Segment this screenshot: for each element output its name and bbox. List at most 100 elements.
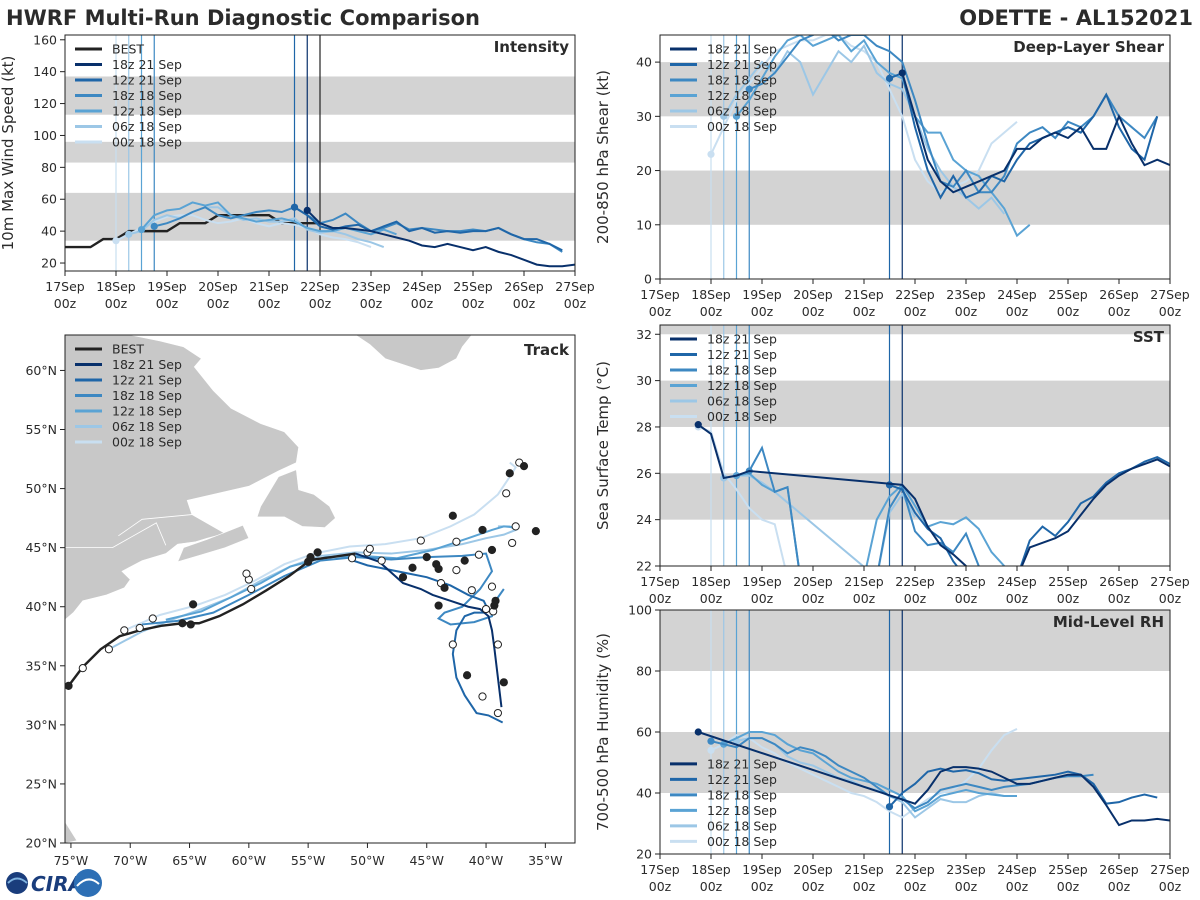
sst-band — [660, 325, 1170, 335]
track-position-marker — [434, 564, 443, 574]
shear-xtick-label-hour: 00z — [904, 304, 927, 319]
logo-emblem-icon — [74, 869, 102, 897]
track-position-marker — [487, 545, 497, 555]
track-lat-label: 55°N — [25, 422, 57, 437]
intensity-xtick-label-date: 22Sep — [300, 279, 340, 294]
rh-xtick-label-hour: 00z — [853, 879, 876, 894]
logo-globe-icon — [6, 872, 28, 894]
shear-series-line — [735, 35, 1031, 238]
rh-series-start-dot — [694, 728, 702, 736]
shear-xtick-label-hour: 00z — [853, 304, 876, 319]
track-position-marker — [448, 511, 457, 520]
track-lat-label: 45°N — [25, 540, 57, 555]
track-position-marker — [478, 692, 487, 701]
track-position-marker — [474, 550, 484, 559]
rh-xtick-label-hour: 00z — [955, 879, 978, 894]
north-america-land — [65, 335, 299, 621]
intensity-ytick-label: 100 — [33, 128, 57, 143]
shear-ytick-label: 20 — [636, 163, 652, 178]
shear-ytick-label: 10 — [636, 217, 652, 232]
track-position-marker — [65, 681, 73, 690]
intensity-legend-label: 12z 21 Sep — [112, 73, 182, 88]
logo-wave-icon — [76, 878, 100, 887]
shear-xtick-label-hour: 00z — [1006, 304, 1029, 319]
track-lon-label: 70°W — [113, 853, 148, 868]
track-legend-label: 18z 18 Sep — [112, 388, 182, 403]
track-lat-label: 50°N — [25, 481, 57, 496]
shear-series-start-dot — [732, 112, 741, 120]
shear-series-line — [710, 35, 1018, 194]
track-position-marker — [306, 553, 315, 562]
rh-xtick-label-date: 25Sep — [1048, 862, 1088, 877]
rh-xtick-label-hour: 00z — [1006, 879, 1029, 894]
intensity-ytick-label: 160 — [33, 32, 57, 47]
track-lon-label: 75°W — [54, 853, 89, 868]
sst-xtick-label-hour: 00z — [955, 591, 978, 606]
intensity-xtick-label-date: 25Sep — [453, 279, 493, 294]
track-legend-label: 00z 18 Sep — [112, 435, 182, 450]
track-lat-label: 25°N — [25, 776, 57, 791]
sst-series-line — [697, 423, 1170, 566]
shear-ytick-label: 40 — [636, 55, 652, 70]
rh-xtick-label-date: 24Sep — [997, 862, 1037, 877]
intensity-ytick-label: 120 — [33, 96, 57, 111]
rh-legend-label: 12z 21 Sep — [707, 772, 777, 787]
sst-legend-label: 00z 18 Sep — [707, 409, 777, 424]
intensity-panel: 20 40 60 80 100 120 140 160 17Sep 00z 18Sep 00z 19Se… — [0, 32, 595, 311]
sst-xtick-label-date: 27Sep — [1150, 574, 1190, 589]
figure-title-right: ODETTE - AL152021 — [959, 6, 1193, 30]
track-position-marker — [519, 462, 529, 471]
track-position-marker — [313, 548, 322, 557]
sst-ylabel: Sea Surface Temp (°C) — [594, 361, 612, 530]
rh-xtick-label-date: 21Sep — [844, 862, 884, 877]
sst-xtick-label-hour: 00z — [1159, 591, 1182, 606]
intensity-legend-label: 18z 21 Sep — [112, 57, 182, 72]
track-legend-label: 06z 18 Sep — [112, 419, 182, 434]
shear-xtick-label-date: 24Sep — [997, 287, 1037, 302]
intensity-xtick-label-hour: 00z — [156, 296, 179, 311]
shear-series-line — [748, 35, 1159, 194]
shear-xtick-label-hour: 00z — [751, 304, 774, 319]
intensity-legend-label: 06z 18 Sep — [112, 119, 182, 134]
shear-series-start-dot — [707, 150, 715, 158]
rh-legend-label: 18z 18 Sep — [707, 787, 777, 802]
rh-series-line — [888, 767, 1158, 808]
rh-title: Mid-Level RH — [1053, 613, 1164, 631]
sst-series-group — [694, 421, 1170, 566]
intensity-xtick-label-date: 17Sep — [45, 279, 85, 294]
shear-xtick-label-hour: 00z — [1159, 304, 1182, 319]
track-panel: 75°W 70°W 65°W 60°W 55°W 50°W 45°W 40°W 35°W 20°N… — [25, 334, 576, 868]
track-position-marker — [452, 537, 461, 546]
rh-ytick-label: 20 — [636, 847, 652, 862]
shear-xtick-label-hour: 00z — [649, 304, 672, 319]
track-position-marker — [460, 556, 469, 565]
shear-xtick-label-hour: 00z — [700, 304, 723, 319]
shear-ytick-label: 0 — [644, 272, 652, 287]
intensity-xtick-label-date: 27Sep — [555, 279, 595, 294]
track-position-marker — [493, 708, 503, 718]
shear-xtick-label-date: 21Sep — [844, 287, 884, 302]
track-position-marker — [416, 536, 425, 545]
sst-ytick-label: 26 — [636, 466, 652, 481]
track-position-marker — [491, 596, 500, 605]
rh-ytick-label: 40 — [636, 786, 652, 801]
intensity-ytick-label: 40 — [41, 224, 57, 239]
sst-legend-label: 12z 18 Sep — [707, 378, 777, 393]
track-lon-label: 50°W — [350, 853, 385, 868]
nova-scotia-land — [177, 524, 250, 563]
greenland-land — [355, 335, 473, 371]
track-lon-label: 40°W — [469, 853, 504, 868]
intensity-series-line — [128, 206, 385, 249]
sst-series-line — [736, 472, 1005, 566]
sst-ytick-label: 28 — [636, 419, 652, 434]
intensity-xtick-label-hour: 00z — [564, 296, 587, 311]
sst-xtick-label-date: 20Sep — [793, 574, 833, 589]
track-lat-label: 35°N — [25, 658, 57, 673]
track-position-marker — [247, 584, 256, 594]
track-position-marker — [487, 582, 497, 591]
track-position-marker — [440, 583, 449, 592]
track-position-marker — [448, 640, 457, 649]
sst-xtick-label-date: 18Sep — [691, 574, 731, 589]
intensity-legend-label: 18z 18 Sep — [112, 88, 182, 103]
rh-legend-label: 18z 21 Sep — [707, 756, 777, 771]
